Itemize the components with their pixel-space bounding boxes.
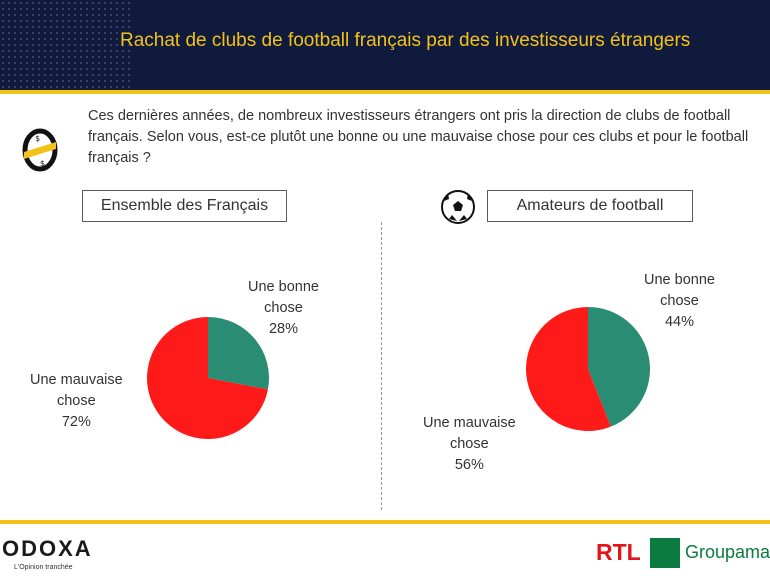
slice-label-bad-all: Une mauvaise chose 72% [30, 370, 123, 433]
page-title: Rachat de clubs de football français par… [120, 30, 691, 51]
slice-label-good-all: Une bonne chose 28% [248, 277, 319, 340]
pie-slice-bad [526, 307, 611, 431]
pie-chart-all [147, 317, 269, 439]
header-rule [0, 90, 770, 94]
odoxa-logo: ODOXA [2, 536, 93, 561]
chart-divider [381, 222, 382, 510]
survey-question: Ces dernières années, de nombreux invest… [88, 108, 749, 166]
slice-value: 44% [664, 314, 694, 330]
slice-value: 28% [268, 321, 298, 337]
footer-rule [0, 520, 770, 524]
pie-slice-good [208, 317, 269, 390]
slice-label-bad-amateurs: Une mauvaise chose 56% [423, 413, 516, 476]
segment-label-all: Ensemble des Français [82, 190, 287, 222]
coin-icon: $ $ [22, 128, 58, 172]
slice-label-line: chose [660, 293, 699, 309]
odoxa-tagline: L'Opinion tranchée [14, 564, 73, 571]
groupama-logo-mark [650, 538, 680, 568]
slice-label-line: Une bonne [248, 279, 319, 295]
slice-label-good-amateurs: Une bonne chose 44% [644, 270, 715, 333]
slice-label-line: chose [264, 300, 303, 316]
slice-label-line: Une mauvaise [423, 415, 516, 431]
pie-slice-bad [147, 317, 268, 439]
segment-label-amateurs: Amateurs de football [487, 190, 693, 222]
pie-chart-amateurs [526, 307, 650, 431]
header-pattern [0, 0, 130, 90]
header-banner: Rachat de clubs de football français par… [0, 0, 770, 90]
groupama-logo: Groupama [685, 542, 770, 562]
svg-text:$: $ [35, 134, 40, 143]
slice-label-line: chose [449, 436, 489, 452]
soccer-ball-icon [441, 190, 475, 224]
svg-text:$: $ [40, 159, 45, 168]
pie-slice-good [588, 307, 650, 427]
slice-value: 56% [454, 457, 484, 473]
slice-label-line: chose [56, 393, 96, 409]
slice-value: 72% [61, 414, 91, 430]
slice-label-line: Une bonne [644, 272, 715, 288]
slice-label-line: Une mauvaise [30, 372, 123, 388]
rtl-logo: RTL [596, 539, 641, 565]
